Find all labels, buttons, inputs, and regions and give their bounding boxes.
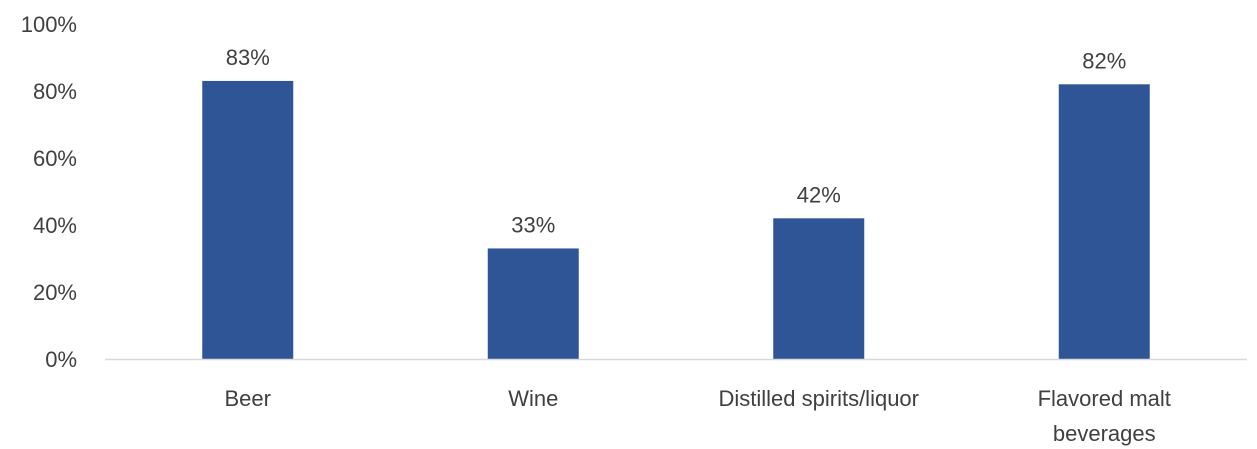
y-tick-label: 40% <box>33 213 77 238</box>
category-label: Flavored malt <box>1038 386 1171 411</box>
y-tick-label: 20% <box>33 280 77 305</box>
category-label: Beer <box>225 386 271 411</box>
y-axis-ticks: 0% 20% 40% 60% 80% 100% <box>21 12 77 372</box>
y-tick-label: 100% <box>21 12 77 37</box>
bar <box>773 218 865 359</box>
bar <box>1058 84 1150 360</box>
y-tick-label: 0% <box>45 347 77 372</box>
data-labels: 83% 33% 42% 82% <box>226 45 1127 238</box>
data-label: 33% <box>511 212 555 237</box>
category-label: Wine <box>508 386 558 411</box>
category-label: Distilled spirits/liquor <box>718 386 919 411</box>
data-label: 82% <box>1082 48 1126 73</box>
bar <box>487 248 579 359</box>
y-tick-label: 80% <box>33 79 77 104</box>
category-label: beverages <box>1053 421 1156 446</box>
data-label: 42% <box>797 182 841 207</box>
x-axis-categories: Beer Wine Distilled spirits/liquor Flavored… <box>225 386 1171 446</box>
bar <box>202 80 294 359</box>
data-label: 83% <box>226 45 270 70</box>
y-tick-label: 60% <box>33 146 77 171</box>
bars <box>202 80 1150 360</box>
